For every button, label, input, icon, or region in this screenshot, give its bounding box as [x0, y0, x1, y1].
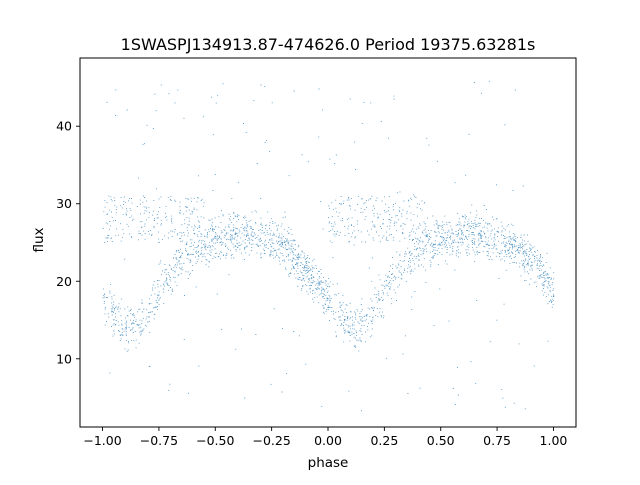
- y-tick-label: 40: [56, 119, 72, 134]
- x-tick-label: 1.00: [540, 433, 568, 448]
- x-tick-label: 0.00: [314, 433, 342, 448]
- scatter-points: [102, 195, 555, 352]
- x-tick-label: 0.50: [427, 433, 455, 448]
- x-tick-label: −0.50: [196, 433, 234, 448]
- outlier-points: [106, 80, 549, 412]
- x-tick-label: 0.25: [370, 433, 398, 448]
- chart-title: 1SWASPJ134913.87-474626.0 Period 19375.6…: [121, 35, 536, 54]
- y-tick-label: 30: [56, 196, 72, 211]
- y-axis-ticks: 10 20 30 40: [56, 119, 80, 366]
- y-tick-label: 20: [56, 274, 72, 289]
- x-tick-label: −1.00: [83, 433, 121, 448]
- x-tick-label: −0.25: [252, 433, 290, 448]
- y-axis-label: flux: [31, 227, 47, 252]
- x-axis-ticks: −1.00 −0.75 −0.50 −0.25 0.00 0.25 0.50 0.75 1.00: [83, 427, 567, 448]
- x-tick-label: −0.75: [140, 433, 178, 448]
- data-points: [102, 80, 555, 412]
- x-axis-label: phase: [308, 455, 349, 471]
- y-tick-label: 10: [56, 351, 72, 366]
- x-tick-label: 0.75: [483, 433, 511, 448]
